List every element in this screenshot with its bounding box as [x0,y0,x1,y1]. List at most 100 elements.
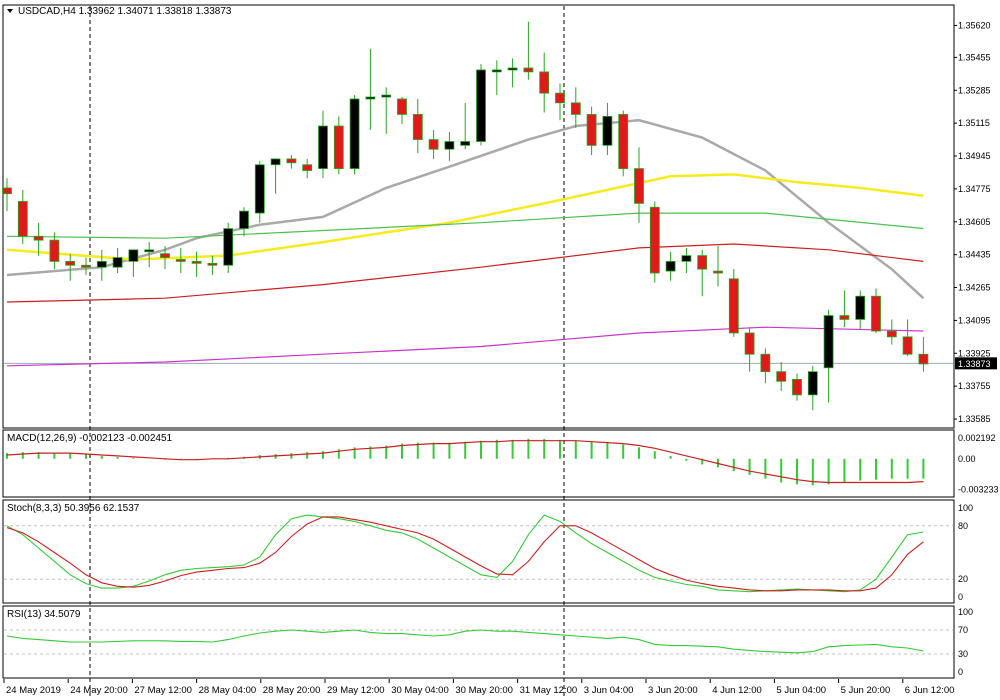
candle-body-54 [855,295,866,320]
candle-body-24 [381,94,392,98]
price-series [2,6,953,698]
macd-title: MACD(12,26,9) -0.002123 -0.002451 [7,433,173,444]
candle-body-8 [128,249,139,262]
candle-body-9 [144,249,155,253]
macd-tick-label-1: 0.00 [958,454,976,464]
stoch-tick-label-0: 100 [958,503,973,513]
candle-body-16 [254,164,265,214]
candle-body-15 [239,210,249,229]
candle-body-0 [2,187,12,195]
rsi-line [6,629,924,654]
candle-body-52 [823,315,834,369]
candle-body-13 [207,262,218,266]
candle-body-23 [365,96,376,100]
rsi-pane[interactable] [2,605,955,679]
axis-labels: 1.35620 1.35455 1.35285 1.35115 1.34945 1.347… [954,20,999,677]
candle-body-43 [681,255,692,262]
time-tick-label-9: 3 Jun 04:00 [584,685,634,696]
stoch-tick-label-1: 80 [958,521,968,531]
price-tick-label-8: 1.34265 [958,283,991,293]
candle-body-3 [49,239,60,262]
time-axis: 24 May 2019 24 May 20:00 27 May 12:00 28 Ma… [3,679,955,696]
candle-body-28 [444,141,455,150]
moving-average-0 [6,118,925,300]
candle-body-51 [807,371,818,396]
candle-body-50 [792,378,802,396]
candle-body-35 [555,92,565,104]
candle-body-34 [539,71,550,94]
rsi-tick-label-3: 0 [958,667,963,677]
candle-body-49 [776,371,787,382]
price-tick-label-10: 1.33925 [958,348,991,358]
macd-signal-line [6,440,924,484]
last-price-tag [955,357,997,370]
moving-average-4 [6,326,924,367]
time-tick-label-7: 30 May 20:00 [455,685,513,696]
candle-body-56 [886,330,897,338]
stoch-tick-label-3: 0 [958,592,963,602]
candle-body-53 [839,315,850,320]
stoch-pane[interactable] [2,499,955,604]
rsi-series [4,629,953,655]
rsi-tick-label-1: 70 [958,625,968,635]
candle-body-41 [649,206,660,274]
candle-body-47 [744,332,755,355]
candle-body-20 [318,125,328,169]
stoch-signal-line [6,516,924,592]
price-tick-label-11: 1.33755 [958,381,991,391]
candle-body-18 [286,158,297,164]
candle-body-29 [460,141,471,146]
candle-body-1 [17,201,28,237]
macd-pane[interactable] [2,429,955,498]
candle-body-38 [602,115,613,146]
candle-body-26 [412,114,423,140]
price-tick-label-2: 1.35285 [958,85,991,95]
candle-body-12 [191,261,202,264]
candle-body-7 [112,257,123,268]
candle-body-44 [697,255,708,270]
candle-body-2 [33,235,44,241]
price-tick-label-3: 1.35115 [958,118,990,128]
time-tick-label-11: 4 Jun 12:00 [712,685,762,696]
price-tick-label-5: 1.34775 [958,184,991,194]
moving-average-2 [6,212,924,239]
candle-body-48 [760,353,771,373]
candle-body-19 [302,164,313,171]
candle-body-11 [175,259,186,262]
candle-body-6 [96,261,107,268]
time-tick-label-3: 28 May 04:00 [199,685,257,696]
time-tick-label-1: 24 May 20:00 [70,685,128,696]
time-tick-label-12: 5 Jun 04:00 [776,685,826,696]
candle-body-30 [476,69,486,142]
time-tick-label-14: 6 Jun 12:00 [905,685,955,696]
candle-body-45 [713,270,723,274]
time-tick-label-2: 27 May 12:00 [134,685,192,696]
moving-average-3 [6,243,924,303]
candle-body-55 [871,295,881,332]
time-tick-label-13: 5 Jun 20:00 [841,685,891,696]
time-tick-label-5: 29 May 12:00 [327,685,385,696]
time-tick-label-10: 3 Jun 20:00 [648,685,698,696]
last-price-tag-text: 1.33873 [958,359,991,369]
macd-series [6,438,925,486]
candle-body-14 [223,228,234,266]
time-tick-label-4: 28 May 20:00 [263,685,321,696]
price-tick-label-4: 1.34945 [958,151,991,161]
price-tick-label-9: 1.34095 [958,315,991,325]
candle-body-58 [918,353,929,365]
dropdown-arrow-icon[interactable] [7,9,13,13]
rsi-tick-label-0: 100 [958,607,973,617]
macd-tick-label-2: -0.003233 [958,484,999,494]
candle-body-21 [333,125,344,169]
candle-body-31 [491,69,502,73]
time-tick-label-8: 31 May 12:00 [520,685,578,696]
candle-body-22 [349,98,360,169]
macd-tick-label-0: 0.002192 [958,433,996,443]
candle-body-25 [397,98,407,115]
candle-body-17 [270,158,281,166]
stoch-series [4,514,953,593]
price-tick-label-12: 1.33585 [958,414,991,424]
price-tick-label-6: 1.34605 [958,217,991,227]
time-tick-label-6: 30 May 04:00 [391,685,449,696]
